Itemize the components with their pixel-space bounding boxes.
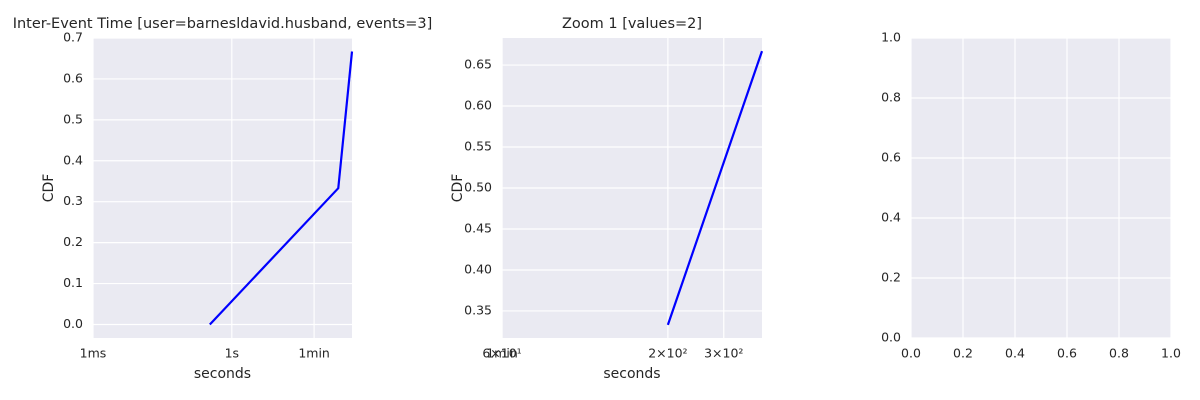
plot-background: [93, 38, 352, 338]
subplot: 0.0 0.1 0.2 0.3 0.4 0.5 0.6 0.7 1ms 1s 1min Inter-E…: [13, 16, 433, 382]
y-tick-label: 0.45: [464, 220, 492, 235]
x-tick-label: 1.0: [1161, 346, 1181, 361]
y-tick-label: 1.0: [881, 30, 901, 45]
y-axis-label: CDF: [41, 174, 57, 203]
subplot: 0.0 0.2 0.4 0.6 0.8 1.0 0.0 0.2 0.4 0.6 0.8 1.0: [881, 30, 1181, 361]
x-tick-label: 0.8: [1109, 346, 1129, 361]
y-axis-label: CDF: [450, 174, 466, 203]
x-tick-label: 3×10²: [704, 346, 743, 361]
y-tick-label: 0.4: [63, 152, 83, 167]
x-tick-label: 0.2: [953, 346, 973, 361]
plot-background: [911, 38, 1171, 338]
chart-title: Inter-Event Time [user=barnesldavid.husb…: [13, 16, 433, 32]
y-tick-label: 0.3: [63, 193, 83, 208]
y-tick-label: 0.2: [63, 234, 83, 249]
y-tick-label: 0.4: [881, 210, 901, 225]
y-tick-label: 0.35: [464, 302, 492, 317]
x-tick-label: 0.4: [1005, 346, 1025, 361]
y-tick-label: 0.7: [63, 30, 83, 45]
x-tick-label: 1s: [225, 346, 239, 361]
y-tick-label: 0.60: [464, 98, 492, 113]
y-tick-label: 0.40: [464, 261, 492, 276]
x-tick-label: 6×10¹: [482, 346, 521, 361]
y-tick-label: 0.0: [881, 330, 901, 345]
y-tick-label: 0.6: [881, 150, 901, 165]
x-tick-label: 0.6: [1057, 346, 1077, 361]
x-tick-label: 1ms: [80, 346, 107, 361]
y-tick-label: 0.55: [464, 139, 492, 154]
y-tick-label: 0.6: [63, 70, 83, 85]
y-tick-label: 0.8: [881, 90, 901, 105]
y-tick-label: 0.1: [63, 275, 83, 290]
x-axis-label: seconds: [194, 366, 251, 382]
y-tick-label: 0.5: [63, 111, 83, 126]
y-tick-label: 0.50: [464, 180, 492, 195]
y-tick-label: 0.65: [464, 57, 492, 72]
x-axis-label: seconds: [603, 366, 660, 382]
y-tick-label: 0.0: [63, 316, 83, 331]
y-tick-label: 0.2: [881, 270, 901, 285]
x-tick-label: 2×10²: [648, 346, 687, 361]
data-line: [666, 50, 764, 326]
x-tick-label: 0.0: [901, 346, 921, 361]
x-tick-label: 1min: [486, 346, 518, 361]
data-line: [209, 51, 354, 326]
x-tick-label: 1min: [298, 346, 330, 361]
chart-title: Zoom 1 [values=2]: [562, 16, 702, 32]
